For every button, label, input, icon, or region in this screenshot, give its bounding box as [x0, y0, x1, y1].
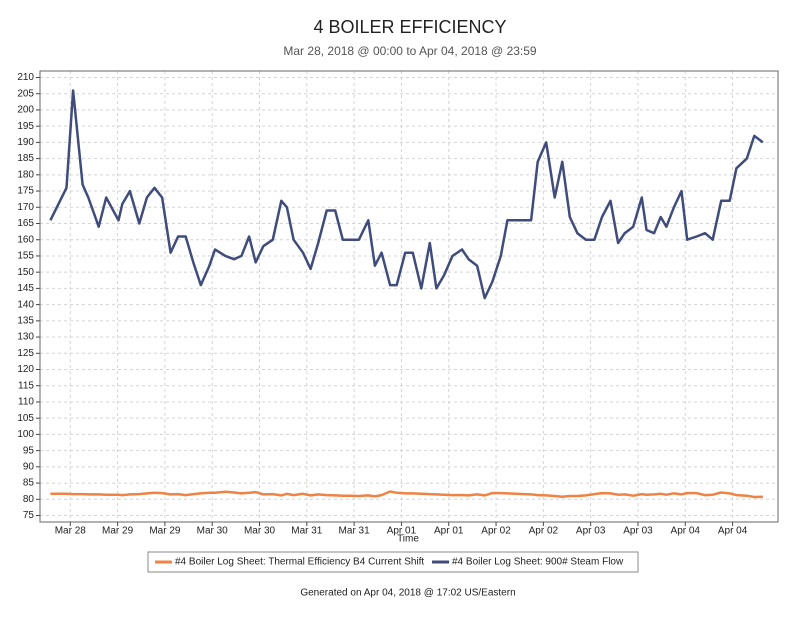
- x-tick-label: Mar 31: [291, 526, 323, 537]
- series-line: [50, 490, 763, 499]
- legend-box: [147, 551, 639, 573]
- y-tick-label: 110: [18, 397, 34, 408]
- x-tick-label: Apr 02: [481, 526, 511, 537]
- y-tick-label: 75: [23, 510, 35, 521]
- x-tick-label: Apr 03: [623, 526, 653, 537]
- y-tick-label: 90: [23, 461, 35, 472]
- legend-label: #4 Boiler Log Sheet: 900# Steam Flow: [452, 557, 624, 568]
- y-tick-label: 120: [17, 364, 34, 375]
- y-tick-label: 145: [17, 283, 34, 294]
- x-tick-label: Mar 29: [102, 526, 134, 537]
- y-tick-label: 105: [17, 413, 34, 424]
- y-tick-label: 150: [17, 267, 34, 278]
- y-tick-label: 155: [17, 251, 34, 262]
- y-tick-label: 185: [17, 153, 34, 164]
- x-tick-label: Mar 30: [197, 526, 229, 537]
- x-tick-label: Apr 01: [434, 526, 464, 537]
- x-tick-label: Mar 28: [55, 526, 87, 537]
- y-tick-label: 125: [17, 348, 34, 359]
- y-tick-label: 170: [17, 202, 34, 213]
- x-tick-label: Mar 31: [339, 526, 371, 537]
- y-tick-label: 190: [17, 137, 34, 148]
- legend-label: #4 Boiler Log Sheet: Thermal Efficiency …: [175, 557, 424, 568]
- y-tick-label: 165: [17, 218, 34, 229]
- x-tick-label: Apr 03: [576, 526, 606, 537]
- y-tick-label: 175: [17, 186, 34, 197]
- y-tick-label: 100: [17, 429, 34, 440]
- y-tick-label: 180: [17, 169, 34, 180]
- y-tick-label: 135: [17, 315, 34, 326]
- x-tick-label: Apr 04: [671, 526, 701, 537]
- chart-subtitle: Mar 28, 2018 @ 00:00 to Apr 04, 2018 @ 2…: [283, 44, 537, 58]
- x-tick-label: Mar 30: [244, 526, 276, 537]
- y-tick-label: 160: [17, 234, 34, 245]
- y-tick-label: 115: [18, 380, 34, 391]
- x-axis-label: Time: [397, 534, 419, 545]
- y-tick-label: 200: [17, 105, 34, 116]
- footer: Generated on Apr 04, 2018 @ 17:02 US/Eas…: [300, 588, 515, 599]
- x-tick-label: Mar 29: [149, 526, 181, 537]
- x-tick-label: Apr 01: [387, 526, 417, 537]
- y-tick-label: 195: [17, 121, 34, 132]
- series-line: [49, 89, 764, 300]
- y-tick-label: 85: [23, 478, 35, 489]
- y-tick-label: 130: [17, 332, 34, 343]
- y-tick-label: 210: [17, 72, 34, 83]
- y-tick-label: 95: [23, 445, 35, 456]
- plot-frame: [39, 70, 779, 523]
- y-tick-label: 80: [23, 494, 35, 505]
- y-tick-label: 205: [17, 88, 34, 99]
- x-tick-label: Apr 02: [529, 526, 559, 537]
- chart-title: 4 BOILER EFFICIENCY: [313, 17, 506, 37]
- x-tick-label: Apr 04: [718, 526, 748, 537]
- y-tick-label: 140: [17, 299, 34, 310]
